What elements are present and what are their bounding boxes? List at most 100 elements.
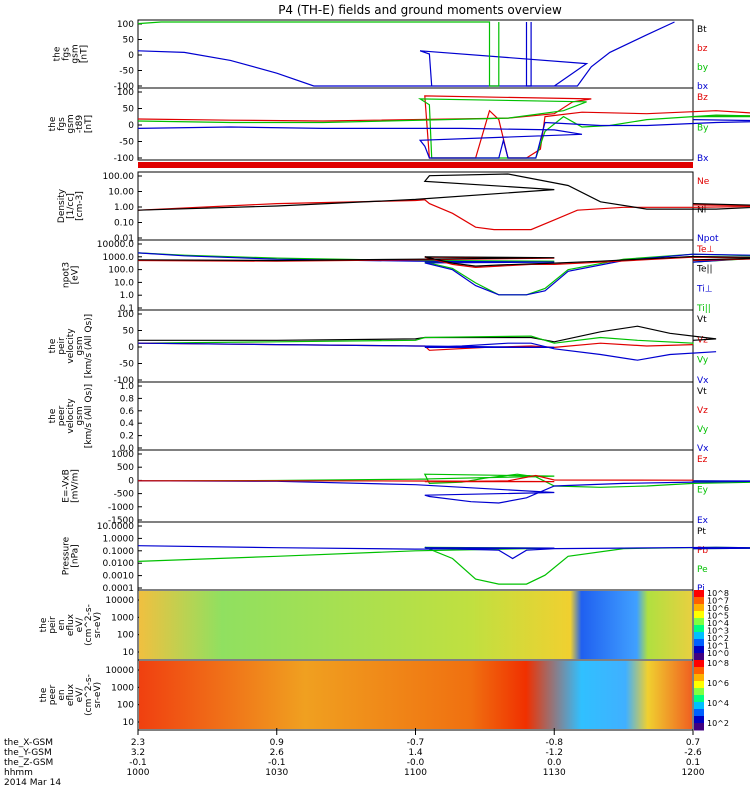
- y-tick-label: -100: [114, 82, 135, 92]
- series-bx: [137, 21, 675, 87]
- x-row-value: 0.9: [270, 738, 285, 748]
- heatmap-image: [139, 661, 692, 729]
- y-axis-label: thepeirvelocitygsm[km/s (All Qs)]: [48, 314, 94, 378]
- legend-entry: Bt: [697, 25, 707, 35]
- y-axis-label-line: npot3: [62, 262, 72, 288]
- legend-entry: Ez: [697, 455, 708, 465]
- y-axis-label: thefgsgsm[nT]: [53, 44, 90, 63]
- y-tick-label: 10000.0: [97, 240, 134, 250]
- legend-entry: Te||: [696, 265, 713, 275]
- state-bar: [138, 162, 693, 168]
- panel-frame: [137, 381, 694, 451]
- y-tick-label: -100: [114, 376, 135, 386]
- y-tick-label: 0: [128, 51, 134, 61]
- colorbar-band: [694, 653, 704, 661]
- y-axis-label-line: peer: [57, 405, 67, 426]
- series-Te||: [137, 255, 750, 267]
- colorbar-band: [694, 632, 704, 640]
- y-axis-label-line: peir: [57, 337, 67, 355]
- x-row-value: 0.1: [686, 758, 700, 768]
- y-tick-label: 0.0010: [103, 572, 135, 582]
- colorbar-band: [694, 597, 704, 605]
- series-Ni: [137, 173, 750, 211]
- legend-entry: Vy: [697, 425, 709, 435]
- y-axis-label-line: the: [53, 46, 63, 61]
- colorbar-label: 10^2: [707, 719, 729, 728]
- x-row-value: 1000: [127, 768, 150, 778]
- x-row-value: -0.7: [407, 738, 425, 748]
- y-tick-label: 50: [123, 36, 135, 46]
- series-bx-spike: [525, 22, 532, 87]
- colorbar-band: [694, 667, 704, 675]
- y-axis-label-line: peer: [48, 684, 58, 705]
- series-Ex: [137, 480, 750, 504]
- series-Ez: [138, 474, 694, 483]
- y-axis-label: Density[1/cc][cm-3]: [57, 188, 85, 223]
- panel-frame: [137, 521, 694, 591]
- series-Ne: [137, 199, 750, 231]
- y-tick-label: -1500: [108, 516, 134, 526]
- colorbar-label: 10^1: [707, 642, 729, 651]
- panels: thefgsgsm[nT]100500-50-100Btbzbybxthefgs…: [39, 19, 750, 731]
- y-tick-label: 0.0100: [103, 559, 135, 569]
- colorbar-label: 10^7: [707, 597, 729, 606]
- y-tick-label: 1000: [111, 613, 134, 623]
- x-row-value: -0.0: [407, 758, 425, 768]
- legend-entry: Te⊥: [696, 245, 715, 255]
- y-tick-label: 100: [117, 20, 134, 30]
- y-axis-label-line: gsm: [75, 406, 85, 425]
- legend-entry: By: [697, 123, 709, 133]
- y-axis-label-line: sr-eV): [93, 612, 103, 638]
- legend-entry: Ti⊥: [696, 284, 713, 294]
- y-axis-label-line: Density: [57, 188, 67, 223]
- x-row-value: -0.8: [545, 738, 563, 748]
- colorbar: 10^8 10^6 10^4 10^2: [694, 659, 729, 731]
- series-Vy: [137, 335, 694, 345]
- colorbar-label: 10^8: [707, 589, 729, 598]
- y-tick-label: 100.0: [108, 266, 134, 276]
- y-axis-label-line: -t89: [75, 115, 85, 134]
- y-axis-label-line: gsm: [75, 336, 85, 355]
- x-row-value: -1.2: [545, 748, 563, 758]
- y-tick-label: 10: [123, 648, 135, 658]
- colorbar-band: [694, 723, 704, 731]
- y-axis-label-line: the: [48, 408, 58, 423]
- x-row-value: 1100: [404, 768, 427, 778]
- colorbar-band: [694, 716, 704, 724]
- y-axis-label-line: (cm^2-s-: [84, 604, 94, 646]
- y-axis-label-line: the: [39, 687, 49, 702]
- y-axis-label: Pressure[nPa]: [62, 536, 81, 575]
- colorbar-label: 10^3: [707, 627, 729, 636]
- x-row-value: -0.1: [268, 758, 286, 768]
- y-tick-label: 100: [117, 310, 134, 320]
- y-axis-label-line: fgs: [57, 117, 67, 131]
- y-tick-label: 100: [117, 631, 134, 641]
- y-tick-label: 0: [128, 121, 134, 131]
- x-row-value: 0.7: [686, 738, 700, 748]
- y-tick-label: 0.2: [120, 432, 134, 442]
- panel-fgs_gsm_t89: thefgsgsm-t89[nT] 100 50 0 -50 -100 Bz By Bx: [48, 87, 750, 164]
- y-axis-label-line: eV/: [75, 687, 85, 703]
- legend-entry: Ne: [697, 177, 710, 187]
- y-tick-label: 50: [123, 327, 135, 337]
- y-tick-label: 100: [117, 701, 134, 711]
- x-row-label: hhmm: [4, 768, 33, 778]
- colorbar-band: [694, 709, 704, 717]
- y-tick-label: -500: [114, 490, 135, 500]
- legend-entry: Vz: [697, 406, 708, 416]
- legend-entry: bx: [697, 82, 709, 92]
- legend-entry: Vy: [697, 356, 709, 366]
- y-axis-label-line: sr-eV): [93, 682, 103, 708]
- legend-entry: Vx: [697, 376, 709, 386]
- panel-frame: [137, 87, 694, 161]
- legend-entry: Vt: [697, 387, 707, 397]
- heatmap-image: [139, 591, 692, 659]
- legend-entry: Ex: [697, 516, 709, 526]
- y-axis-label-line: [eV]: [71, 266, 81, 285]
- y-tick-label: 0.1: [120, 304, 134, 314]
- colorbar-label: 10^5: [707, 612, 729, 621]
- y-axis-label-line: [km/s (All Qs)]: [84, 384, 94, 448]
- y-axis-label-line: E=-VxB: [62, 469, 72, 503]
